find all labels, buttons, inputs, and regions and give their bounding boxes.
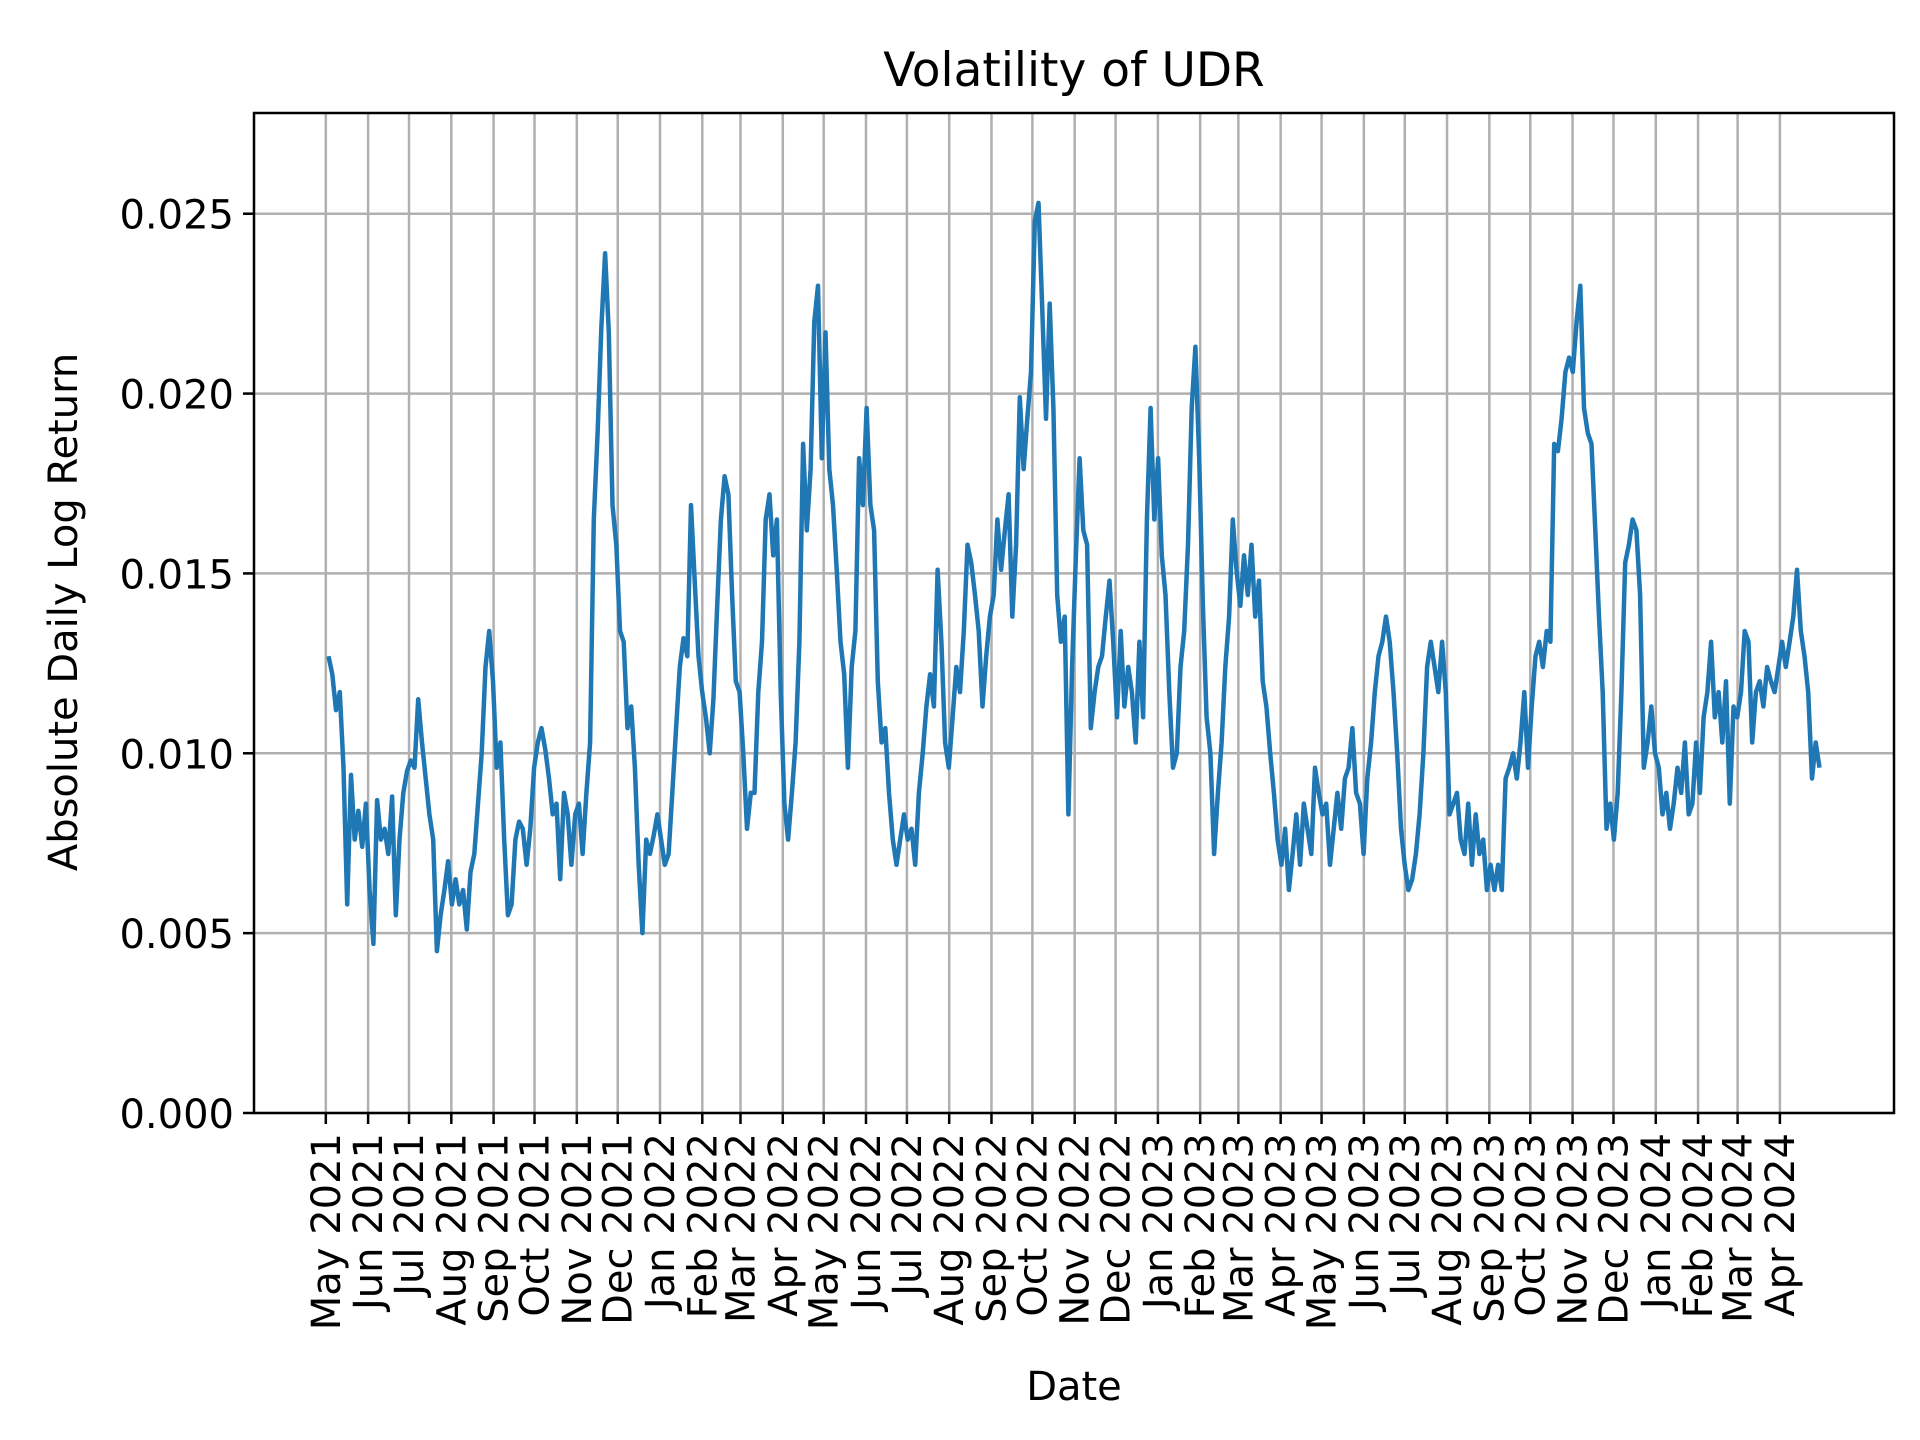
- x-tick-label: Aug 2022: [927, 1133, 973, 1326]
- x-tick-label: Feb 2022: [680, 1133, 726, 1318]
- x-tick-label: Jun 2022: [844, 1133, 890, 1313]
- x-tick-label: Apr 2024: [1758, 1133, 1804, 1317]
- x-tick-label: May 2023: [1300, 1133, 1346, 1330]
- x-tick-label: Mar 2024: [1716, 1133, 1762, 1323]
- x-tick-label: Jul 2021: [387, 1133, 433, 1299]
- x-tick-label: Apr 2023: [1259, 1133, 1305, 1317]
- y-tick-label: 0.015: [119, 552, 234, 598]
- x-tick-label: May 2022: [802, 1133, 848, 1330]
- x-tick-label: Nov 2023: [1551, 1133, 1597, 1326]
- x-tick-label: Dec 2021: [596, 1133, 642, 1325]
- x-tick-label: Jun 2021: [346, 1133, 392, 1313]
- y-tick-label: 0.020: [119, 373, 234, 419]
- x-tick-label: Jan 2024: [1634, 1133, 1680, 1312]
- x-tick-label: Jul 2022: [885, 1133, 931, 1299]
- y-axis-label: Absolute Daily Log Return: [41, 353, 87, 871]
- x-tick-label: Mar 2023: [1216, 1133, 1262, 1323]
- x-tick-label: Dec 2023: [1591, 1133, 1637, 1325]
- x-tick-label: Nov 2021: [555, 1133, 601, 1326]
- x-tick-label: Jul 2023: [1383, 1133, 1429, 1299]
- x-tick-label: Oct 2021: [513, 1133, 559, 1317]
- x-tick-label: Jan 2023: [1136, 1133, 1182, 1312]
- y-tick-label: 0.005: [119, 912, 234, 958]
- x-tick-label: Sep 2022: [969, 1133, 1015, 1323]
- series-line: [326, 200, 1822, 954]
- grid-lines: [254, 113, 1894, 1115]
- x-tick-label: Feb 2023: [1178, 1133, 1224, 1318]
- x-tick-label: Dec 2022: [1094, 1133, 1140, 1325]
- x-tick-label: Nov 2022: [1053, 1133, 1099, 1326]
- x-tick-label: May 2021: [304, 1133, 350, 1330]
- x-tick-label: Jan 2022: [638, 1133, 684, 1312]
- x-tick-label: Apr 2022: [761, 1133, 807, 1317]
- x-tick-label: Jun 2023: [1342, 1133, 1388, 1313]
- y-axis: 0.000 0.005 0.010 0.015 0.020 0.025: [119, 193, 254, 1138]
- x-tick-label: Mar 2022: [718, 1133, 764, 1323]
- x-tick-label: Sep 2023: [1467, 1133, 1513, 1323]
- x-tick-label: Aug 2021: [429, 1133, 475, 1326]
- x-tick-label: Sep 2021: [472, 1133, 518, 1323]
- x-tick-label: Feb 2024: [1676, 1133, 1722, 1318]
- y-tick-label: 0.000: [119, 1092, 234, 1138]
- x-tick-label: Oct 2022: [1010, 1133, 1056, 1317]
- y-tick-label: 0.025: [119, 193, 234, 239]
- x-axis-label: Date: [1026, 1364, 1122, 1410]
- x-tick-label: Oct 2023: [1508, 1133, 1554, 1317]
- x-tick-label: Aug 2023: [1425, 1133, 1471, 1326]
- chart-title: Volatility of UDR: [883, 43, 1264, 98]
- series-group: [326, 200, 1822, 954]
- y-tick-label: 0.010: [119, 732, 234, 778]
